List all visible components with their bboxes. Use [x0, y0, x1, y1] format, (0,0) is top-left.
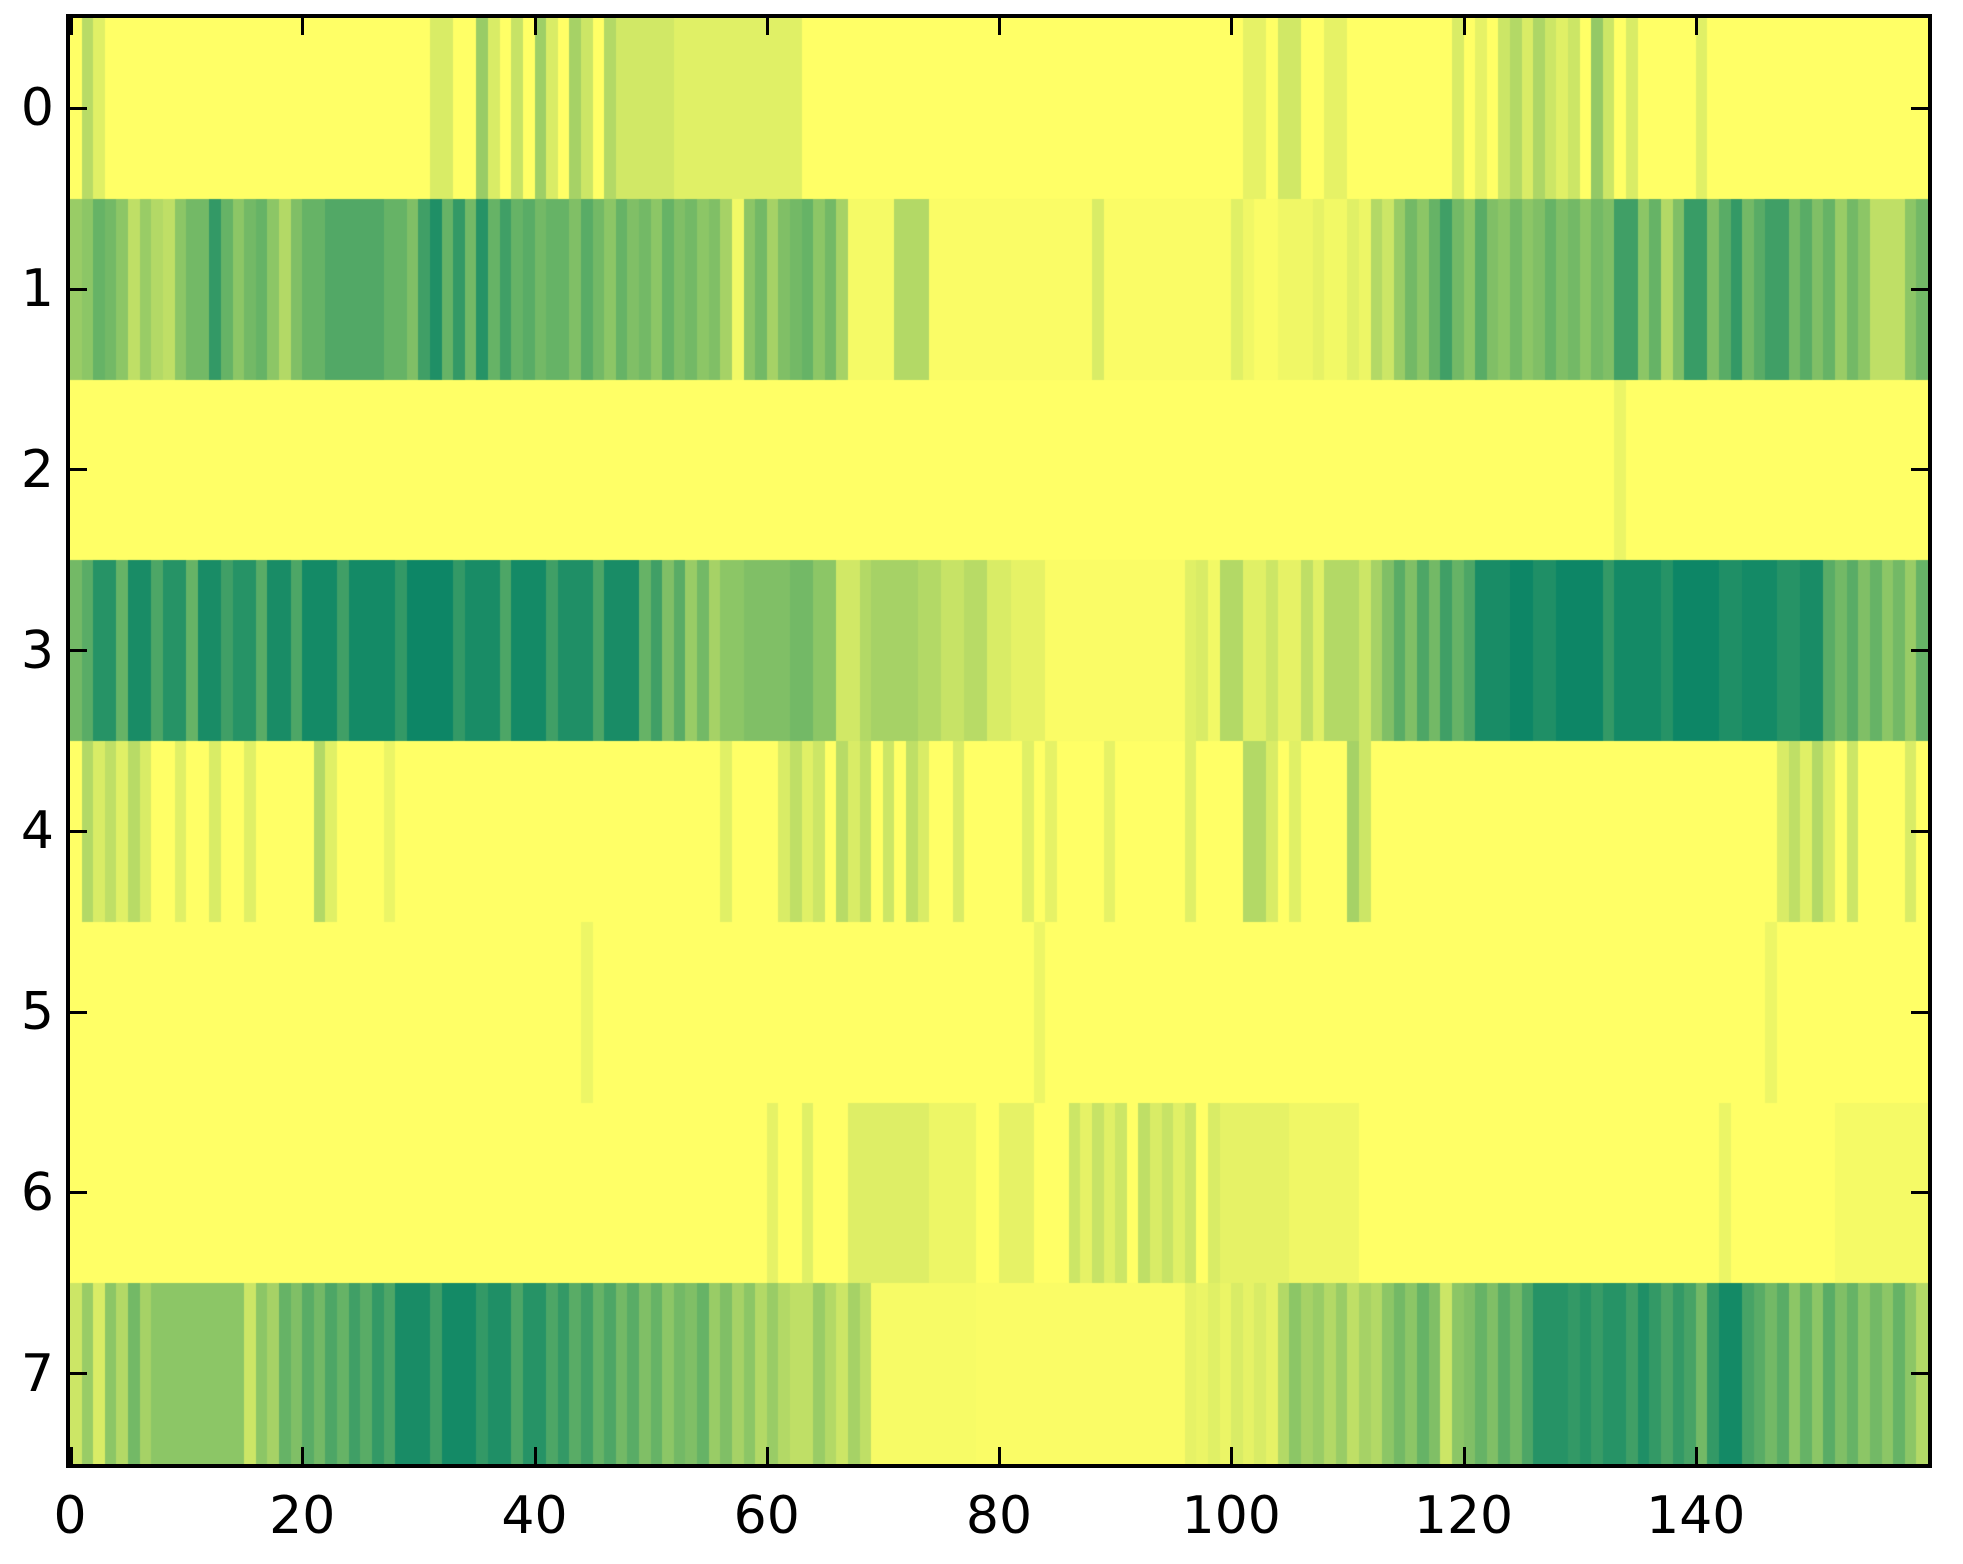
y-tick-right-2 [1911, 468, 1928, 472]
heatmap-plot-area [66, 14, 1932, 1468]
y-tick-right-4 [1911, 829, 1928, 833]
y-tick-label-0: 0 [20, 78, 54, 139]
y-tick-left-0 [70, 106, 87, 110]
x-tick-label-60: 60 [733, 1486, 800, 1546]
y-tick-right-6 [1911, 1191, 1928, 1195]
y-tick-left-1 [70, 287, 87, 291]
x-tick-top-80 [998, 18, 1001, 35]
y-tick-label-4: 4 [20, 801, 54, 862]
y-tick-label-7: 7 [20, 1343, 54, 1404]
x-tick-label-120: 120 [1413, 1486, 1514, 1546]
x-tick-top-20 [301, 18, 305, 35]
x-tick-bottom-100 [1230, 1447, 1234, 1464]
y-tick-right-0 [1911, 106, 1928, 110]
x-tick-top-60 [765, 18, 769, 35]
x-tick-label-100: 100 [1181, 1486, 1281, 1546]
y-tick-left-5 [70, 1010, 87, 1014]
x-tick-bottom-80 [998, 1447, 1001, 1464]
x-tick-top-40 [533, 18, 537, 35]
y-tick-label-5: 5 [20, 982, 54, 1043]
x-tick-bottom-40 [533, 1447, 537, 1464]
x-tick-top-120 [1462, 18, 1466, 35]
x-tick-bottom-140 [1694, 1447, 1698, 1464]
x-tick-bottom-60 [765, 1447, 769, 1464]
y-tick-label-3: 3 [20, 620, 54, 681]
y-tick-label-1: 1 [20, 259, 54, 320]
y-tick-left-4 [70, 829, 87, 833]
y-tick-left-2 [70, 468, 87, 472]
x-tick-bottom-0 [70, 1447, 73, 1464]
y-tick-left-6 [70, 1191, 87, 1195]
x-tick-label-0: 0 [53, 1486, 87, 1546]
x-tick-bottom-20 [301, 1447, 305, 1464]
x-tick-label-40: 40 [501, 1486, 568, 1546]
y-tick-right-1 [1911, 287, 1928, 291]
x-tick-top-100 [1230, 18, 1234, 35]
heatmap-canvas [70, 18, 1928, 1464]
x-tick-top-0 [70, 18, 73, 35]
y-tick-right-7 [1911, 1372, 1928, 1376]
y-tick-left-3 [70, 649, 87, 653]
y-tick-right-5 [1911, 1010, 1928, 1014]
y-tick-label-6: 6 [20, 1162, 54, 1223]
x-tick-label-80: 80 [965, 1486, 1033, 1546]
x-tick-bottom-120 [1462, 1447, 1466, 1464]
y-tick-right-3 [1911, 649, 1928, 653]
x-tick-top-140 [1694, 18, 1698, 35]
y-tick-left-7 [70, 1372, 87, 1376]
y-tick-label-2: 2 [20, 439, 54, 500]
x-tick-label-140: 140 [1646, 1486, 1746, 1546]
x-tick-label-20: 20 [269, 1486, 336, 1546]
